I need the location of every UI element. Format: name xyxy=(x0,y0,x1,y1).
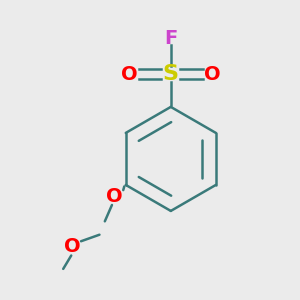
Text: O: O xyxy=(64,237,81,256)
Text: O: O xyxy=(106,187,123,206)
Text: S: S xyxy=(163,64,179,84)
Text: O: O xyxy=(204,65,221,84)
Text: O: O xyxy=(121,65,137,84)
Text: F: F xyxy=(164,29,177,48)
